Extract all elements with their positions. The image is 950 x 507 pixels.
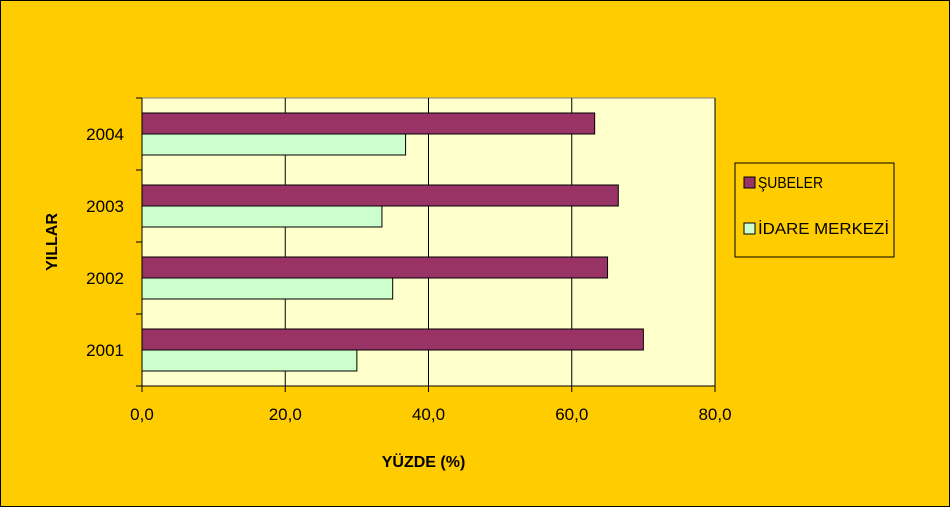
y-tick-label: 2003 <box>86 197 124 216</box>
x-tick-label: 40,0 <box>412 405 445 424</box>
y-tick-label: 2002 <box>86 269 124 288</box>
bar-2004-idare-merkezi <box>141 133 407 156</box>
legend-box <box>734 162 895 258</box>
bar-2002-idare-merkezi <box>141 277 394 300</box>
bars <box>141 112 644 372</box>
y-tick-label: 2004 <box>86 125 124 144</box>
y-tick-labels: 2001 2002 2003 2004 <box>86 125 124 360</box>
legend-swatch-subeler <box>743 176 756 189</box>
x-tick-label: 20,0 <box>269 405 302 424</box>
bar-2003-idare-merkezi <box>141 205 383 228</box>
y-axis-title: YILLAR <box>44 213 61 271</box>
x-tick-label: 0,0 <box>130 405 154 424</box>
axes <box>136 97 716 392</box>
x-tick-labels: 0,0 20,0 40,0 60,0 80,0 <box>130 405 731 424</box>
bar-2001-subeler <box>141 328 644 351</box>
bar-2003-subeler <box>141 184 619 207</box>
legend-label-subeler: ŞUBELER <box>758 175 823 192</box>
x-axis-title: YÜZDE (%) <box>382 452 466 471</box>
x-tick-label: 80,0 <box>698 405 731 424</box>
legend-swatch-idare-merkezi <box>743 222 756 235</box>
legend: ŞUBELER İDARE MERKEZİ <box>734 162 895 258</box>
bar-2001-idare-merkezi <box>141 349 358 372</box>
bar-2002-subeler <box>141 256 609 279</box>
bar-2004-subeler <box>141 112 596 135</box>
legend-label-idare-merkezi: İDARE MERKEZİ <box>758 219 889 238</box>
y-tick-label: 2001 <box>86 341 124 360</box>
x-tick-label: 60,0 <box>555 405 588 424</box>
